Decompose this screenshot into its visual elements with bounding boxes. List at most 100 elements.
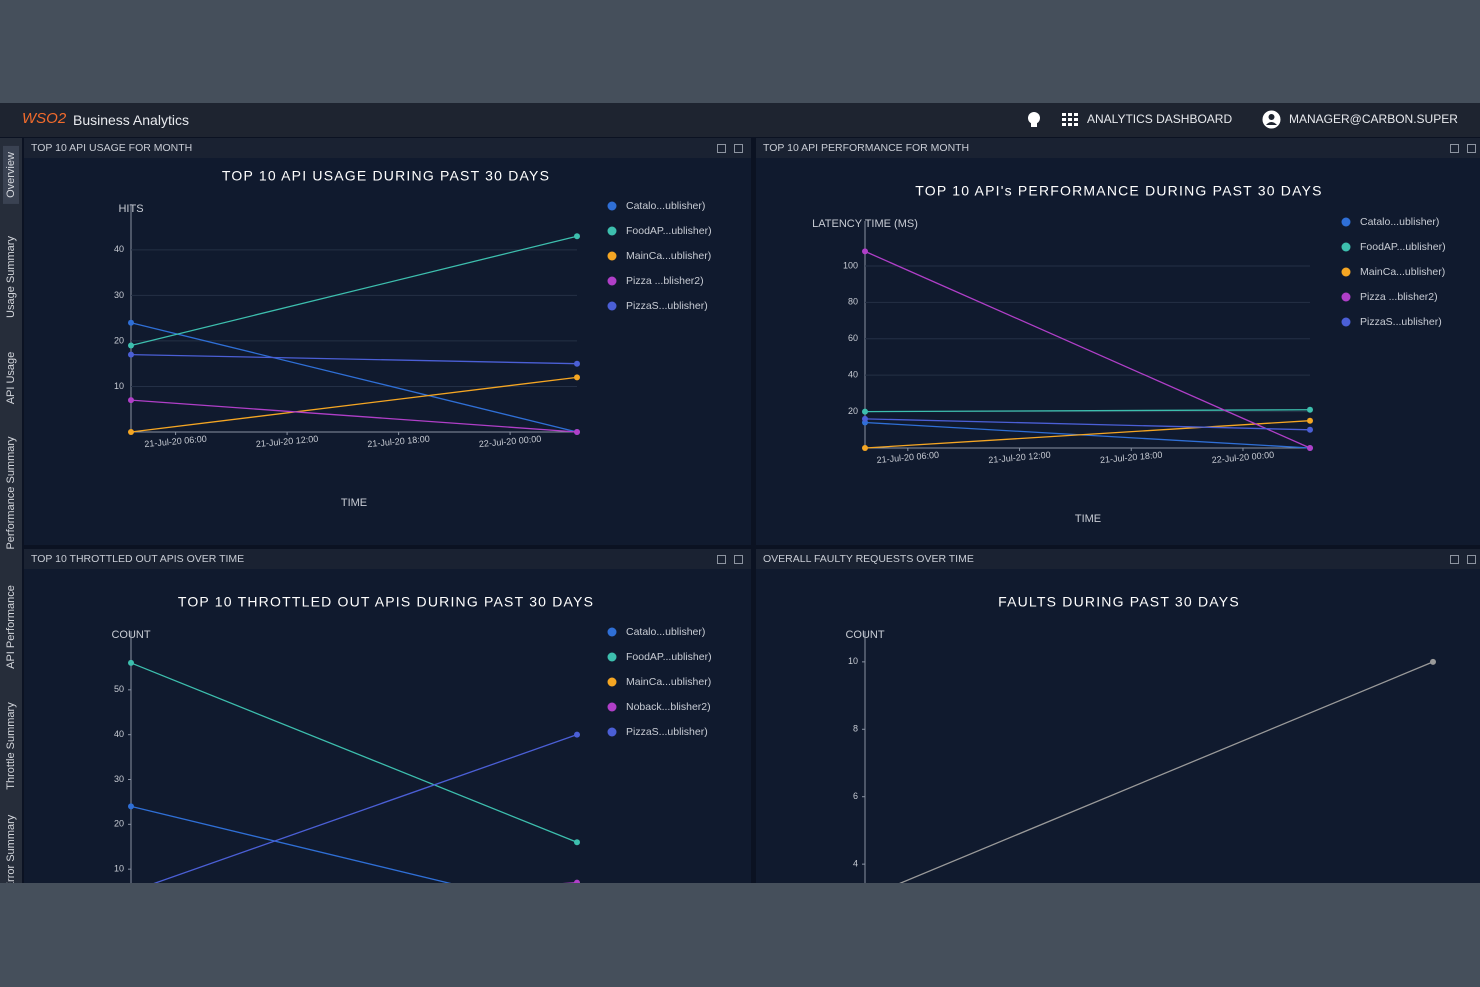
app-title: Business Analytics: [73, 112, 189, 128]
series-line: [864, 421, 1311, 449]
data-point: [862, 408, 868, 415]
panel: TOP 10 API USAGE FOR MONTH TOP 10 API USA…: [24, 138, 751, 545]
x-tick-label: 21-Jul-20 06:00: [876, 450, 939, 465]
maximize-icon[interactable]: [1467, 555, 1476, 564]
data-point: [128, 659, 134, 666]
x-tick-label: 21-Jul-20 12:00: [988, 450, 1051, 465]
chart-title: TOP 10 API USAGE DURING PAST 30 DAYS: [222, 168, 550, 184]
panel-title: TOP 10 API PERFORMANCE FOR MONTH: [756, 138, 1480, 158]
y-tick-label: 100: [843, 260, 858, 270]
series-line: [130, 399, 578, 433]
y-tick-label: 20: [114, 335, 124, 345]
series-line: [899, 661, 1434, 883]
data-point: [574, 429, 580, 435]
legend-label: PizzaS...ublisher): [626, 300, 708, 312]
chart-title: FAULTS DURING PAST 30 DAYS: [998, 594, 1240, 610]
x-tick-label: 21-Jul-20 06:00: [144, 434, 207, 449]
sidebar-tab[interactable]: Overview: [3, 146, 19, 204]
legend-swatch: [607, 226, 617, 236]
chart: TOP 10 API's PERFORMANCE DURING PAST 30 …: [812, 183, 1446, 525]
data-point: [574, 839, 580, 846]
panel: TOP 10 API PERFORMANCE FOR MONTH TOP 10 A…: [756, 138, 1480, 545]
grid-icon[interactable]: [1062, 113, 1078, 126]
legend-swatch: [607, 201, 617, 211]
x-tick-label: 21-Jul-20 18:00: [367, 434, 430, 449]
data-point: [862, 248, 868, 255]
sidebar-tab[interactable]: Throttle Summary: [5, 702, 17, 790]
y-tick-label: 20: [114, 819, 124, 829]
sidebar: Overview Usage Summary API Usage Performanc…: [0, 138, 22, 883]
series-line: [864, 409, 1311, 413]
series-line: [864, 418, 1311, 431]
expand-icon[interactable]: [717, 144, 726, 153]
legend-label: FoodAP...ublisher): [626, 651, 712, 663]
y-tick-label: 80: [848, 297, 858, 307]
data-point: [128, 342, 134, 349]
series-line: [130, 353, 578, 365]
legend-swatch: [607, 251, 617, 261]
legend-label: FoodAP...ublisher): [1360, 241, 1446, 253]
user-menu[interactable]: MANAGER@CARBON.SUPER: [1289, 112, 1458, 126]
x-tick-label: 22-Jul-20 00:00: [478, 434, 541, 449]
data-point: [1307, 445, 1313, 451]
expand-icon[interactable]: [1450, 555, 1459, 564]
x-tick-label: 22-Jul-20 00:00: [1211, 450, 1274, 465]
legend-swatch: [1341, 242, 1351, 252]
legend-label: Noback...blisher2): [626, 701, 711, 713]
legend-label: Catalo...ublisher): [626, 626, 705, 638]
legend-label: Catalo...ublisher): [626, 200, 705, 212]
legend-label: MainCa...ublisher): [1360, 266, 1445, 278]
legend-swatch: [1341, 292, 1351, 302]
panel: OVERALL FAULTY REQUESTS OVER TIME FAULTS …: [756, 549, 1480, 883]
maximize-icon[interactable]: [1467, 144, 1476, 153]
x-tick-label: 21-Jul-20 18:00: [1100, 450, 1163, 465]
series-line: [130, 376, 578, 433]
legend-swatch: [607, 727, 617, 737]
legend-label: MainCa...ublisher): [626, 676, 711, 688]
sidebar-tab[interactable]: API Usage: [5, 351, 17, 405]
sidebar-tab[interactable]: Usage Summary: [5, 236, 17, 318]
maximize-icon[interactable]: [734, 144, 743, 153]
legend-swatch: [1341, 267, 1351, 277]
data-point: [128, 351, 134, 358]
series-line: [130, 235, 578, 347]
series-line: [864, 420, 1311, 449]
user-icon[interactable]: [1262, 110, 1281, 129]
panel: TOP 10 THROTTLED OUT APIS OVER TIME TOP 1…: [24, 549, 751, 883]
dashboard-link[interactable]: ANALYTICS DASHBOARD: [1087, 112, 1233, 126]
y-tick-label: 40: [114, 244, 124, 254]
series-line: [130, 805, 452, 883]
top-bar: WSO2 Business Analytics ANALYTICS DASHBO…: [0, 103, 1480, 137]
legend-swatch: [607, 301, 617, 311]
x-axis-label: TIME: [1075, 513, 1101, 525]
series-line: [864, 250, 1311, 449]
data-point: [574, 731, 580, 738]
panel-title: OVERALL FAULTY REQUESTS OVER TIME: [756, 549, 1480, 569]
x-axis-label: TIME: [341, 497, 367, 509]
sidebar-tab[interactable]: API Performance: [5, 585, 17, 669]
data-point: [128, 803, 134, 810]
y-tick-label: 40: [848, 370, 858, 380]
data-point: [862, 415, 868, 422]
expand-icon[interactable]: [717, 555, 726, 564]
series-line: [130, 322, 578, 433]
sidebar-tab[interactable]: Performance Summary: [5, 436, 17, 550]
y-tick-label: 30: [114, 290, 124, 300]
chart-title: TOP 10 THROTTLED OUT APIS DURING PAST 30…: [178, 594, 594, 610]
legend-label: PizzaS...ublisher): [626, 726, 708, 738]
series-line: [153, 734, 578, 883]
maximize-icon[interactable]: [734, 555, 743, 564]
sidebar-tab[interactable]: Error Summary: [5, 814, 17, 883]
data-point: [1307, 417, 1313, 424]
y-tick-label: 10: [114, 864, 124, 874]
x-tick-label: 21-Jul-20 12:00: [255, 434, 318, 449]
logo: WSO2: [22, 110, 67, 127]
legend-swatch: [1341, 217, 1351, 227]
bulb-icon[interactable]: [1026, 111, 1042, 129]
chart: TOP 10 THROTTLED OUT APIS DURING PAST 30…: [111, 594, 712, 883]
legend-swatch: [607, 276, 617, 286]
data-point: [574, 360, 580, 367]
legend-swatch: [607, 627, 617, 637]
expand-icon[interactable]: [1450, 144, 1459, 153]
